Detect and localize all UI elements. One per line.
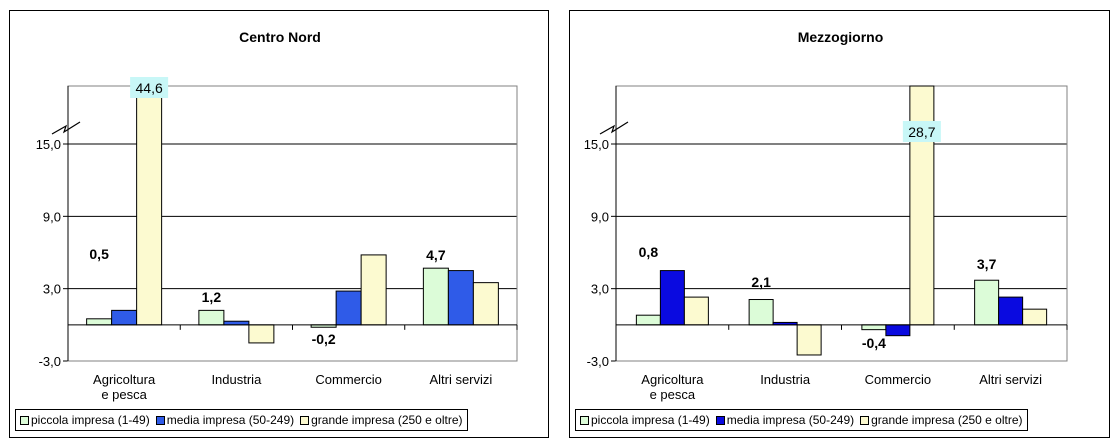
legend-label-media: media impresa (50-249) <box>726 413 855 427</box>
data-label: 2,1 <box>751 274 771 290</box>
bar-piccola <box>198 309 225 326</box>
highlight-label-box <box>902 121 941 142</box>
bar-grande <box>683 296 709 326</box>
axis-break-icon <box>599 121 629 135</box>
x-category-label: Altri servizi <box>979 372 1042 387</box>
y-tick-label: 9,0 <box>591 209 609 224</box>
axis-break-icon <box>51 121 81 135</box>
bar-piccola <box>748 299 774 326</box>
x-category-label: Industria <box>211 372 262 387</box>
bar-media <box>998 296 1024 326</box>
bar-grande <box>248 324 275 344</box>
bar-grande <box>136 85 163 326</box>
y-tick-label: 9,0 <box>43 209 61 224</box>
legend: piccola impresa (1-49) media impresa (50… <box>15 409 468 431</box>
legend-swatch-piccola <box>20 415 29 425</box>
x-category-label: Altri servizi <box>429 372 492 387</box>
chart-panel-mezzogiorno: Mezzogiorno -3,0 3,0 9,0 15,0 Agricoltura e pe… <box>569 10 1110 438</box>
bar-media <box>659 270 685 326</box>
y-tick-label: 3,0 <box>43 282 61 297</box>
highlight-label: 44,6 <box>136 80 163 96</box>
bar-grande <box>796 324 822 356</box>
x-category-label: Agricoltura <box>641 372 704 387</box>
legend-swatch-piccola <box>580 415 589 425</box>
chart-panel-centro-nord: Centro Nord -3,0 3,0 9,0 15,0 Agricoltura e pe… <box>9 10 549 438</box>
y-tick-label: -3,0 <box>39 354 61 369</box>
legend-label-piccola: piccola impresa (1-49) <box>591 413 710 427</box>
legend: piccola impresa (1-49) media impresa (50… <box>575 409 1028 431</box>
bar-media <box>223 320 250 326</box>
bar-media <box>447 270 474 326</box>
legend-label-piccola: piccola impresa (1-49) <box>31 413 150 427</box>
legend-swatch-media <box>155 415 165 425</box>
bar-grande <box>360 254 387 326</box>
legend-item-piccola: piccola impresa (1-49) <box>20 413 150 427</box>
data-label: 0,8 <box>639 244 659 260</box>
bar-piccola <box>635 314 661 326</box>
data-label: -0,2 <box>312 331 336 347</box>
x-category-label: Commercio <box>865 372 931 387</box>
x-category-label: Commercio <box>315 372 381 387</box>
y-tick-label: 3,0 <box>591 282 609 297</box>
bar-piccola <box>861 324 887 331</box>
bar-piccola <box>86 318 113 326</box>
legend-item-media: media impresa (50-249) <box>155 413 295 427</box>
data-label: 0,5 <box>89 246 109 262</box>
legend-swatch-media <box>715 415 725 425</box>
bar-media <box>885 324 911 337</box>
x-category-label: e pesca <box>101 387 147 402</box>
chart-title: Centro Nord <box>239 29 321 45</box>
x-category-label: Agricoltura <box>93 372 156 387</box>
y-tick-label: -3,0 <box>587 354 609 369</box>
x-category-label: e pesca <box>650 387 696 402</box>
bar-piccola <box>974 279 1000 326</box>
legend-item-piccola: piccola impresa (1-49) <box>580 413 710 427</box>
legend-item-grande: grande impresa (250 e oltre) <box>860 413 1023 427</box>
legend-label-media: media impresa (50-249) <box>166 413 295 427</box>
x-category-label: Industria <box>760 372 811 387</box>
y-tick-label: 15,0 <box>584 137 609 152</box>
highlight-label-box <box>130 77 169 98</box>
data-label: 1,2 <box>202 289 222 305</box>
data-label: 4,7 <box>426 247 446 263</box>
bar-piccola <box>422 267 449 326</box>
legend-item-media: media impresa (50-249) <box>715 413 855 427</box>
data-label: -0,4 <box>862 335 886 351</box>
bar-media <box>111 309 138 326</box>
highlight-label: 28,7 <box>908 124 935 140</box>
legend-swatch-grande <box>300 415 310 425</box>
legend-swatch-grande <box>860 415 870 425</box>
bar-grande <box>1022 308 1048 326</box>
chart-title: Mezzogiorno <box>798 29 884 45</box>
data-label: 3,7 <box>977 256 997 272</box>
legend-item-grande: grande impresa (250 e oltre) <box>300 413 463 427</box>
bar-media <box>335 290 362 326</box>
legend-label-grande: grande impresa (250 e oltre) <box>311 413 463 427</box>
y-tick-label: 15,0 <box>36 137 61 152</box>
legend-label-grande: grande impresa (250 e oltre) <box>871 413 1023 427</box>
bar-grande <box>472 282 499 326</box>
